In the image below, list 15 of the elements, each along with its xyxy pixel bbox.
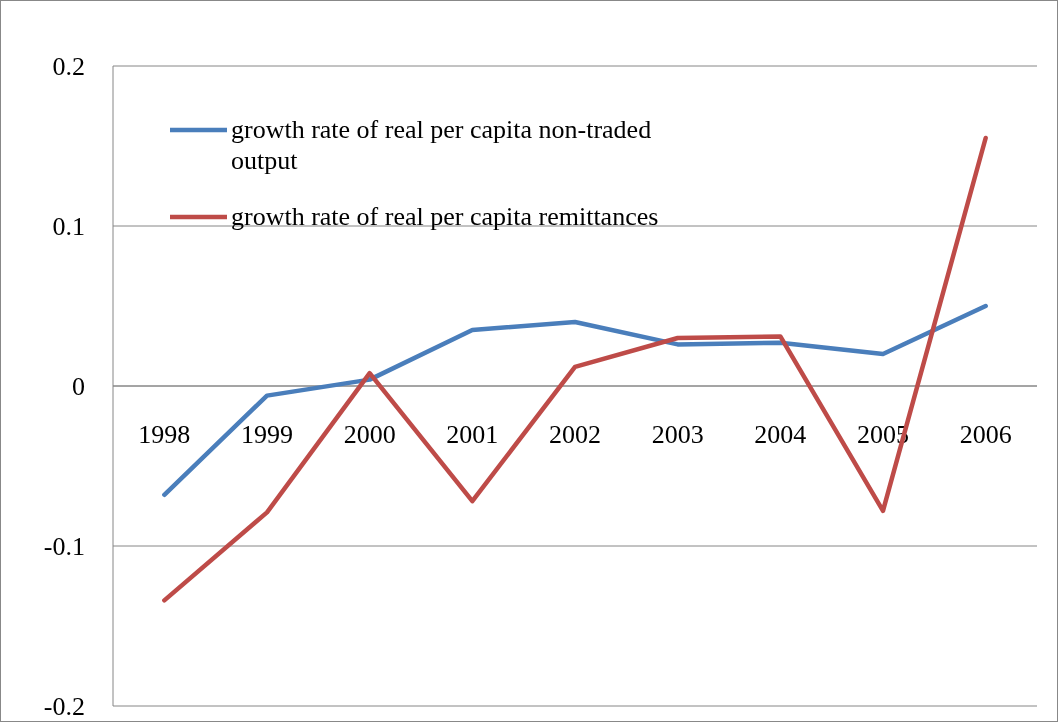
y-tick-label: 0.2 bbox=[52, 52, 85, 81]
y-tick-label: -0.2 bbox=[43, 692, 85, 721]
x-tick-label: 2001 bbox=[446, 420, 499, 449]
y-tick-label: 0 bbox=[72, 372, 85, 401]
x-tick-label: 2002 bbox=[549, 420, 601, 449]
legend-label: growth rate of real per capita remittances bbox=[231, 202, 659, 231]
y-tick-label: 0.1 bbox=[52, 212, 85, 241]
x-tick-label: 2006 bbox=[959, 420, 1012, 449]
x-tick-label: 1999 bbox=[241, 420, 293, 449]
legend-label: growth rate of real per capita non-traded output bbox=[231, 115, 652, 175]
x-tick-label: 2003 bbox=[651, 420, 704, 449]
x-tick-label: 2000 bbox=[343, 420, 396, 449]
x-tick-label: 1998 bbox=[138, 420, 191, 449]
x-tick-label: 2004 bbox=[754, 420, 807, 449]
y-tick-label: -0.1 bbox=[43, 532, 85, 561]
